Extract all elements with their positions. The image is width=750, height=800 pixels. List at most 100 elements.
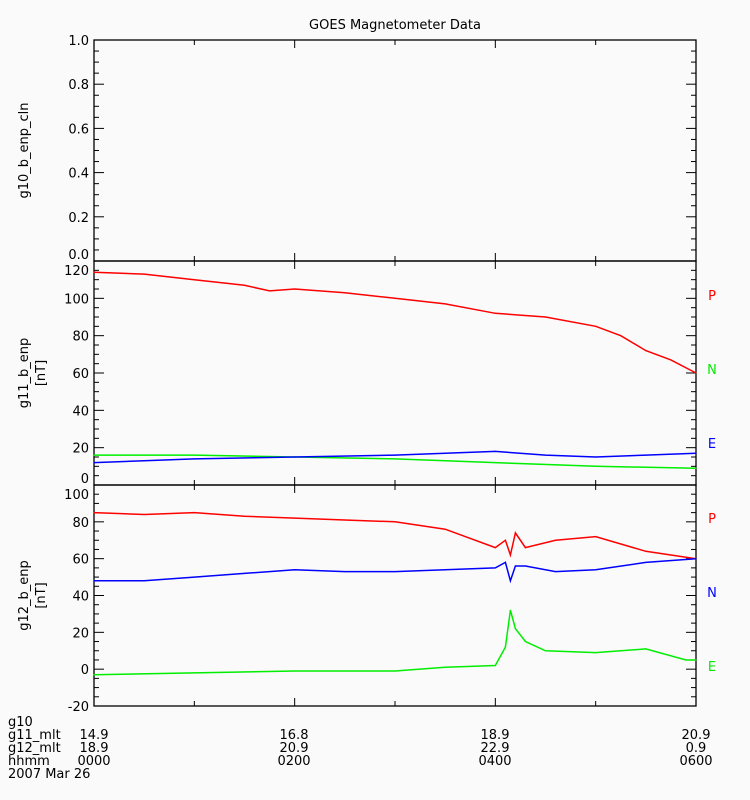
data-point: [509, 554, 511, 556]
data-point: [554, 570, 557, 573]
y-axis-label: g10_b_enp_cln: [17, 102, 32, 198]
data-point: [695, 452, 697, 454]
data-point: [504, 539, 506, 541]
panel-frame: [93, 39, 697, 262]
data-point: [444, 666, 446, 668]
x-tick-label: 18.9: [481, 728, 510, 743]
data-point: [444, 303, 446, 305]
y-tick-label: 0: [81, 472, 89, 487]
series-line-E: [93, 610, 696, 676]
y-tick-label: 120: [64, 264, 89, 279]
x-tick-label: 22.9: [481, 741, 510, 756]
y-tick-label: 0.4: [68, 167, 89, 182]
series-line-P: [93, 511, 697, 560]
data-point: [595, 535, 597, 538]
date-label: 2007 Mar 26: [8, 767, 90, 782]
data-point: [193, 512, 195, 514]
data-point: [344, 519, 346, 521]
data-point: [509, 580, 511, 582]
data-point: [514, 532, 517, 534]
data-point: [444, 569, 446, 571]
data-point: [243, 515, 246, 517]
y-tick-label: 20: [72, 442, 89, 457]
x-row-label: hhmm: [8, 754, 50, 769]
legend-N: N: [707, 363, 717, 378]
data-point: [243, 284, 246, 286]
x-tick-label: 18.9: [80, 741, 109, 756]
x-row-label: g10: [8, 715, 33, 730]
x-tick-label: 0000: [77, 754, 110, 769]
data-point: [595, 456, 597, 458]
data-point: [504, 561, 506, 563]
data-point: [595, 325, 597, 327]
y-tick-label: 0.6: [68, 122, 89, 137]
data-point: [294, 288, 296, 290]
y-tick-label: 40: [72, 404, 89, 419]
legend-P: P: [708, 289, 716, 304]
y-tick-label: 0: [81, 663, 89, 678]
data-point: [294, 670, 296, 672]
y-tick-label: 1.0: [68, 34, 89, 49]
x-tick-label: 20.9: [280, 741, 309, 756]
data-point: [494, 312, 496, 314]
data-point: [695, 558, 697, 560]
y-tick-label: 40: [72, 590, 89, 605]
data-point: [294, 456, 296, 458]
y-axis-label: g11_b_enp: [17, 338, 32, 409]
y-tick-label: 20: [72, 626, 89, 641]
data-point: [504, 646, 506, 648]
data-point: [344, 292, 346, 294]
series-line-E: [93, 450, 697, 464]
data-point: [514, 565, 517, 567]
data-point: [494, 450, 496, 452]
data-point: [294, 517, 296, 519]
y-tick-label: 100: [64, 488, 89, 503]
y-tick-label: 60: [72, 553, 89, 568]
data-point: [93, 674, 95, 676]
data-point: [494, 462, 496, 464]
data-point: [595, 651, 597, 654]
x-tick-label: 0600: [679, 754, 712, 769]
legend-N: N: [707, 586, 717, 601]
data-point: [193, 279, 195, 281]
data-point: [544, 454, 547, 456]
panel-frame: [93, 260, 697, 486]
data-point: [514, 628, 517, 630]
y-axis-unit: [nT]: [34, 582, 49, 608]
x-tick-label: 0.9: [686, 741, 707, 756]
data-point: [645, 350, 647, 352]
y-tick-label: 60: [72, 367, 89, 382]
y-tick-label: 0.8: [68, 78, 89, 93]
data-point: [193, 576, 195, 578]
data-point: [645, 648, 647, 650]
data-point: [524, 565, 527, 567]
y-tick-label: 80: [72, 516, 89, 531]
data-point: [620, 335, 622, 337]
y-tick-label: 80: [72, 330, 89, 345]
data-point: [394, 670, 396, 672]
y-axis-label: g12_b_enp: [17, 560, 32, 631]
data-point: [695, 659, 697, 661]
y-tick-label: 0.0: [68, 248, 89, 263]
x-tick-label: 16.8: [280, 728, 309, 743]
data-point: [93, 271, 95, 273]
data-point: [685, 659, 687, 661]
data-point: [524, 547, 527, 549]
data-point: [394, 297, 396, 299]
data-point: [344, 570, 346, 573]
x-row-label: g11_mlt: [8, 728, 61, 743]
data-point: [93, 454, 95, 456]
series-line-N: [94, 557, 697, 584]
y-tick-label: 100: [64, 292, 89, 307]
data-point: [143, 580, 145, 582]
data-point: [544, 316, 547, 318]
data-point: [93, 462, 95, 464]
data-point: [394, 521, 396, 523]
data-point: [695, 467, 697, 469]
x-tick-label: 0400: [478, 754, 511, 769]
x-row-label: g12_mlt: [8, 741, 61, 756]
y-tick-label: -20: [68, 700, 89, 715]
data-point: [394, 454, 396, 456]
data-point: [670, 359, 672, 361]
data-point: [544, 650, 547, 652]
